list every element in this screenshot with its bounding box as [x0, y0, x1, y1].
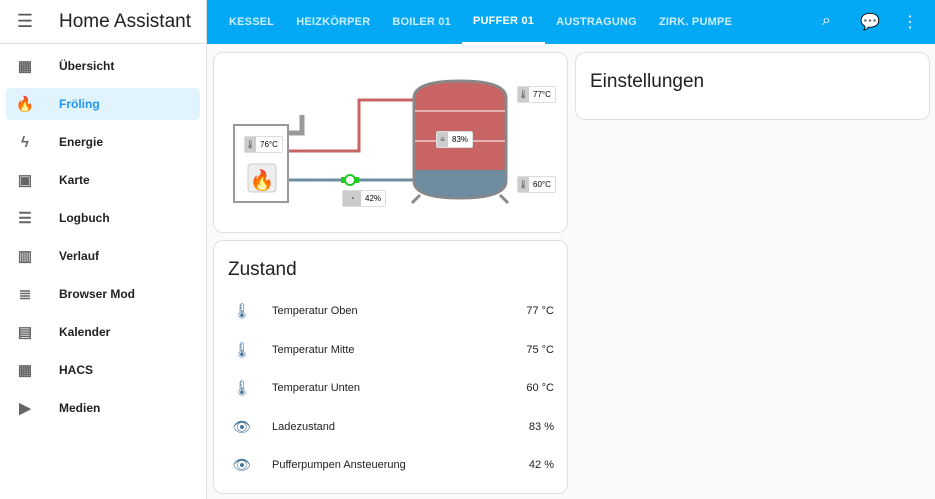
puffer-diagram-card: 🔥 🌡 76°C ≡ 83% ◔ 42% 🌡 77°C 🌡 60°C: [213, 52, 568, 233]
dots-vertical-icon[interactable]: ⋮: [902, 14, 918, 31]
format-list-icon: ☰: [18, 210, 32, 227]
svg-text:🔥: 🔥: [250, 168, 275, 192]
entity-row[interactable]: 🌡 Temperatur Unten 60 °C: [228, 378, 554, 398]
charge-label: ≡ 83%: [436, 131, 474, 148]
sidebar-item-label: Kalender: [59, 325, 111, 339]
thermometer-icon: 🌡: [518, 177, 529, 192]
chart-box-icon: ▥: [17, 248, 33, 265]
entity-value: 83 %: [528, 420, 554, 433]
tab-5[interactable]: ZIRK. PUMPE: [658, 16, 733, 28]
thermometer-icon: 🌡: [232, 341, 252, 359]
entity-name: Pufferpumpen Ansteuerung: [272, 459, 406, 471]
sidebar-item-label: Energie: [59, 135, 104, 149]
flame-icon: [247, 163, 277, 193]
entity-value: 77 °C: [526, 305, 554, 317]
entity-name: Temperatur Unten: [272, 382, 361, 394]
entity-row[interactable]: 👁 Ladezustand 83 %: [228, 417, 554, 437]
server-icon: ≣: [18, 286, 32, 303]
zustand-card: Zustand 🌡 Temperatur Oben 77 °C 🌡 Temperatur…: [213, 240, 568, 494]
entity-name: Temperatur Mitte: [272, 343, 355, 356]
play-box-icon: ▶: [19, 400, 31, 417]
sidebar-item-label: Verlauf: [59, 249, 100, 263]
tab-1[interactable]: HEIZKÖRPER: [296, 16, 371, 28]
tank-top-label: 🌡 77°C: [517, 86, 556, 103]
app-title: Home Assistant: [59, 10, 191, 32]
entity-row[interactable]: 🌡 Temperatur Mitte 75 °C: [228, 340, 554, 360]
entity-value: 75 °C: [526, 343, 554, 356]
charge-icon: ≡: [437, 132, 448, 147]
hot-pipe: [288, 98, 414, 153]
thermometer-icon: 🌡: [232, 380, 252, 397]
sidebar-item-label: Logbuch: [59, 211, 110, 225]
sidebar-item-4[interactable]: ☰ Logbuch: [6, 202, 200, 234]
sidebar-item-label: HACS: [59, 363, 94, 377]
entity-row[interactable]: 🌡 Temperatur Oben 77 °C: [228, 301, 554, 321]
sidebar-item-label: Übersicht: [59, 59, 115, 73]
calendar-icon: ▤: [17, 324, 33, 341]
entity-row[interactable]: 👁 Pufferpumpen Ansteuerung 42 %: [228, 455, 554, 475]
sidebar-item-6[interactable]: ≣ Browser Mod: [6, 278, 200, 310]
map-account-icon: ▣: [17, 172, 33, 189]
tank-bottom-label: 🌡 60°C: [517, 176, 556, 193]
hacs-icon: ▦: [17, 362, 33, 379]
entity-name: Temperatur Oben: [272, 305, 358, 317]
sidebar-item-0[interactable]: ▦ Übersicht: [6, 50, 200, 82]
search-icon[interactable]: ⌕: [822, 12, 831, 29]
sidebar-item-1[interactable]: 🔥 Fröling: [6, 88, 200, 120]
tab-3[interactable]: PUFFER 01: [462, 0, 546, 44]
pump-label: ◔ 42%: [342, 190, 387, 207]
gauge-icon: ◔: [343, 191, 361, 206]
sidebar-item-5[interactable]: ▥ Verlauf: [6, 240, 200, 272]
tank-cold-layer: [415, 170, 505, 197]
sidebar-item-9[interactable]: ▶ Medien: [6, 392, 200, 424]
entity-name: Ladezustand: [272, 420, 335, 433]
tab-4[interactable]: AUSTRAGUNG: [556, 16, 637, 28]
sidebar-item-7[interactable]: ▤ Kalender: [6, 316, 200, 348]
entity-value: 42 %: [528, 459, 554, 471]
boiler-temp-label: 🌡 76°C: [244, 136, 283, 153]
thermometer-icon: 🌡: [518, 87, 529, 102]
sidebar-item-2[interactable]: ϟ Energie: [6, 126, 200, 158]
sidebar-header: ☰ Home Assistant: [0, 0, 206, 44]
top-bar: KESSEL HEIZKÖRPER BOILER 01 PUFFER 01 AUSTRA…: [207, 0, 935, 44]
view-dashboard-icon: ▦: [17, 58, 33, 75]
eye-icon: 👁: [232, 418, 252, 436]
card-title: Einstellungen: [590, 71, 705, 92]
assist-icon[interactable]: 💬: [860, 14, 880, 31]
lightning-bolt-icon: ϟ: [21, 133, 29, 151]
fire-icon: 🔥: [15, 96, 35, 113]
pump-icon: [341, 174, 359, 186]
sidebar-item-label: Medien: [59, 401, 101, 415]
sidebar: ☰ Home Assistant ▦ Übersicht 🔥 Fröling ϟ Ener…: [0, 0, 207, 499]
sidebar-item-3[interactable]: ▣ Karte: [6, 164, 200, 196]
eye-icon: 👁: [232, 457, 252, 474]
tab-0[interactable]: KESSEL: [229, 16, 275, 28]
chimney: [288, 115, 305, 136]
sidebar-item-label: Karte: [59, 173, 90, 187]
sidebar-item-8[interactable]: ▦ HACS: [6, 354, 200, 386]
entity-value: 60 °C: [526, 382, 554, 394]
card-title: Zustand: [228, 259, 297, 280]
thermometer-icon: 🌡: [245, 137, 256, 152]
einstellungen-card: Einstellungen: [575, 52, 930, 120]
menu-open-icon[interactable]: ☰: [16, 11, 34, 31]
sidebar-item-label: Browser Mod: [59, 287, 136, 301]
thermometer-icon: 🌡: [232, 303, 252, 320]
sidebar-item-label: Fröling: [59, 97, 100, 111]
tab-2[interactable]: BOILER 01: [392, 16, 451, 28]
